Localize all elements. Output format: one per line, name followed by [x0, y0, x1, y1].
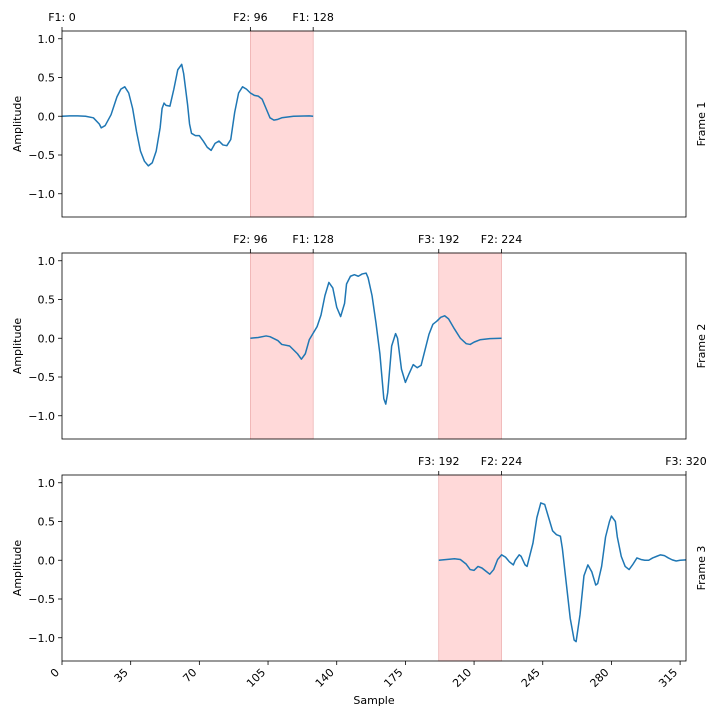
y-tick-label: 0.0 [38, 554, 56, 567]
marker-label: F2: 96 [233, 11, 268, 24]
x-tick-label: 105 [244, 666, 268, 690]
overlap-region [250, 252, 314, 440]
x-tick-label: 280 [588, 666, 612, 690]
signal-line [250, 272, 502, 405]
y-tick-label: −0.5 [28, 371, 55, 384]
panel-3: F3: 192 F2: 224 F3: 320 1.0 0.5 0.0 −0.5 −1.0 Am… [11, 455, 708, 707]
overlap-region [438, 252, 502, 440]
x-tick-label: 140 [313, 666, 337, 690]
x-tick-label: 70 [180, 666, 199, 685]
y-tick-label: 0.0 [38, 332, 56, 345]
plot-frame [61, 474, 687, 662]
x-tick-label: 315 [656, 666, 680, 690]
marker-label: F1: 128 [292, 233, 334, 246]
marker-label: F2: 224 [481, 455, 523, 468]
marker-label: F2: 224 [481, 233, 523, 246]
y-tick-label: −1.0 [28, 632, 55, 645]
panel-2: F2: 96 F1: 128 F3: 192 F2: 224 1.0 0.5 0.0 −0.5… [11, 233, 708, 440]
frame-name-label: Frame 2 [695, 324, 708, 369]
marker-label: F2: 96 [233, 233, 268, 246]
y-tick-label: −1.0 [28, 188, 55, 201]
signal-line [438, 502, 687, 643]
x-tick-label: 0 [48, 666, 62, 680]
x-tick-label: 245 [519, 666, 543, 690]
marker-label: F3: 192 [418, 455, 460, 468]
panel-1: F1: 0 F2: 96 F1: 128 1.0 0.5 0.0 −0.5 −1.0 Ampli… [11, 11, 708, 218]
x-tick-label: 175 [381, 666, 405, 690]
y-tick-label: 0.0 [38, 110, 56, 123]
y-tick-label: 0.5 [38, 516, 56, 529]
plot-frame [61, 30, 687, 218]
marker-label: F3: 192 [418, 233, 460, 246]
overlap-region [438, 474, 502, 662]
y-tick-label: −1.0 [28, 410, 55, 423]
marker-label: F1: 128 [292, 11, 334, 24]
frame-name-label: Frame 1 [695, 102, 708, 147]
marker-label: F3: 320 [665, 455, 707, 468]
x-axis-label: Sample [353, 694, 394, 707]
y-tick-label: 1.0 [38, 255, 56, 268]
y-tick-label: −0.5 [28, 149, 55, 162]
y-axis-label: Amplitude [11, 318, 24, 375]
y-tick-label: −0.5 [28, 593, 55, 606]
x-tick-label: 35 [112, 666, 131, 685]
y-tick-label: 1.0 [38, 33, 56, 46]
y-tick-label: 0.5 [38, 294, 56, 307]
overlap-region [250, 30, 314, 218]
y-tick-label: 0.5 [38, 72, 56, 85]
frame-name-label: Frame 3 [695, 546, 708, 591]
signal-line [61, 63, 314, 167]
x-tick-label: 210 [450, 666, 474, 690]
y-axis-label: Amplitude [11, 540, 24, 597]
plot-frame [61, 252, 687, 440]
marker-label: F1: 0 [48, 11, 76, 24]
y-axis-label: Amplitude [11, 96, 24, 153]
y-tick-label: 1.0 [38, 477, 56, 490]
